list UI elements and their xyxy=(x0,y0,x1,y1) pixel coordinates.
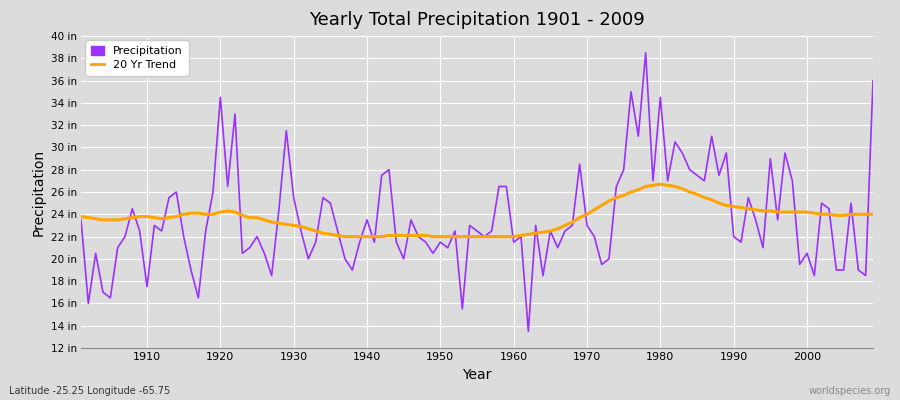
20 Yr Trend xyxy=(295,224,306,229)
Line: 20 Yr Trend: 20 Yr Trend xyxy=(81,184,873,236)
Line: Precipitation: Precipitation xyxy=(81,53,873,331)
20 Yr Trend xyxy=(604,198,615,203)
Precipitation xyxy=(508,240,519,244)
20 Yr Trend xyxy=(868,212,878,217)
Y-axis label: Precipitation: Precipitation xyxy=(32,148,45,236)
Precipitation xyxy=(501,184,512,189)
Legend: Precipitation, 20 Yr Trend: Precipitation, 20 Yr Trend xyxy=(86,40,188,76)
Precipitation xyxy=(523,329,534,334)
Title: Yearly Total Precipitation 1901 - 2009: Yearly Total Precipitation 1901 - 2009 xyxy=(309,11,645,29)
Precipitation xyxy=(604,256,615,261)
20 Yr Trend xyxy=(655,182,666,186)
20 Yr Trend xyxy=(346,234,357,239)
Text: Latitude -25.25 Longitude -65.75: Latitude -25.25 Longitude -65.75 xyxy=(9,386,170,396)
Precipitation xyxy=(868,78,878,83)
Precipitation xyxy=(640,50,651,55)
20 Yr Trend xyxy=(516,233,526,238)
Precipitation xyxy=(134,229,145,234)
Precipitation xyxy=(295,229,306,234)
20 Yr Trend xyxy=(339,234,350,239)
20 Yr Trend xyxy=(76,214,86,219)
X-axis label: Year: Year xyxy=(463,368,491,382)
20 Yr Trend xyxy=(134,214,145,219)
Text: worldspecies.org: worldspecies.org xyxy=(809,386,891,396)
Precipitation xyxy=(339,256,350,261)
20 Yr Trend xyxy=(508,234,519,239)
Precipitation xyxy=(76,218,86,222)
